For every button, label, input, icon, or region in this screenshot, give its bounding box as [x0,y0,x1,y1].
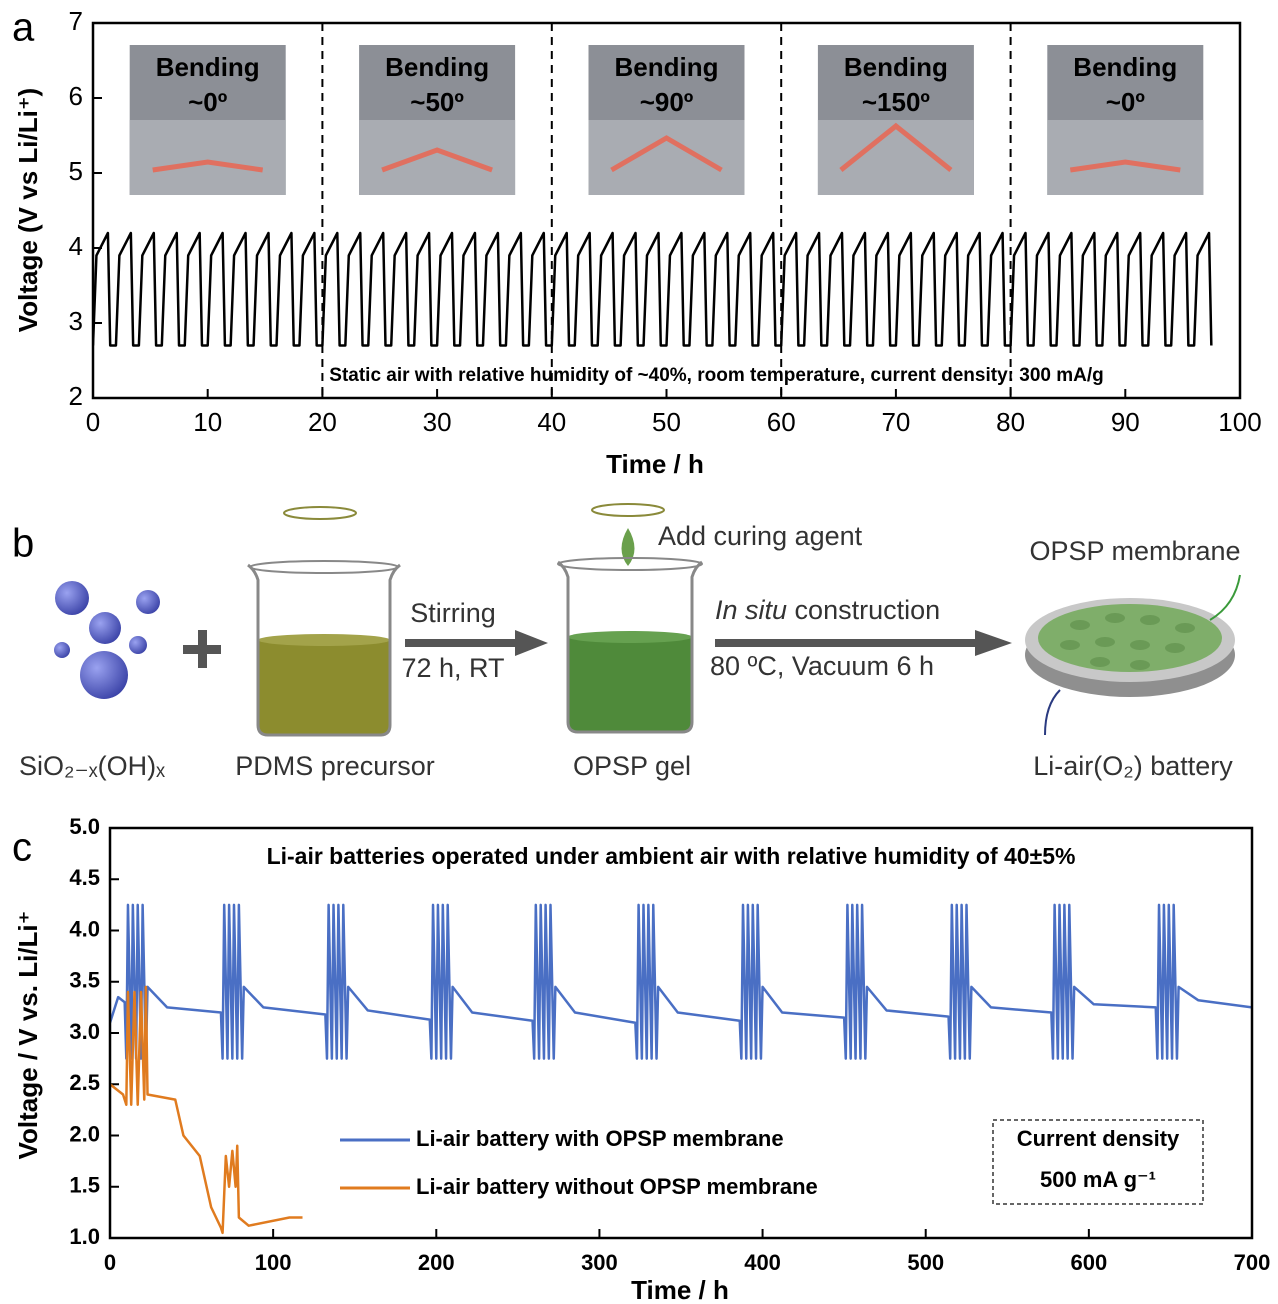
sample [610,135,723,173]
photo-shade [1047,120,1204,195]
data-line [110,903,1252,1060]
membrane-label: OPSP membrane [1029,536,1240,566]
panel-label: b [12,522,34,566]
x-tick-label: 400 [744,1250,781,1275]
y-tick-label: 2.0 [69,1121,100,1146]
plot-frame [91,21,1242,400]
beaker [557,503,703,734]
y-tick-label: 5 [69,156,83,186]
step-rest: construction [787,595,940,625]
x-tick-label: 100 [1218,407,1261,437]
x-tick-label: 70 [881,407,910,437]
inset-photo: Bending ~0º [129,45,286,195]
inset-label: ~90º [640,87,694,117]
x-tick-label: 0 [86,407,100,437]
x-tick-label: 20 [308,407,337,437]
sample [152,159,264,173]
inset-label: ~0º [188,87,228,117]
data-line [110,985,303,1235]
photo-shade [817,120,974,195]
annotation: Static air with relative humidity of ~40… [329,365,1103,386]
y-tick-label: 3.0 [69,1019,100,1044]
x-tick-label: 50 [652,407,681,437]
y-tick-label: 3 [69,306,83,336]
x-tick-label: 80 [996,407,1025,437]
inset-label: ~150º [862,87,931,117]
x-tick-label: 40 [537,407,566,437]
x-axis-label: Time / h [606,449,704,479]
note-box [992,1119,1204,1205]
panel-label: a [12,6,35,50]
sample [839,122,953,172]
inset-label: Bending [1073,52,1177,82]
diagram: SiO₂₋ₓ(OH)ₓ PDMS precursor OPSP gel Li-a… [19,503,1241,781]
data-line [93,231,1213,347]
plus-sign [183,630,221,668]
note-value: 500 mA g⁻¹ [1040,1167,1156,1192]
inset-label: Bending [156,52,260,82]
chart-title: Li-air batteries operated under ambient … [267,843,1076,869]
sample [1069,159,1181,173]
y-tick-label: 4.0 [69,916,100,941]
inset-photo: Bending ~0º [1047,45,1204,195]
y-tick-label: 6 [69,81,83,111]
photo-shade [129,120,286,195]
y-tick-label: 7 [69,6,83,36]
beaker [247,506,401,737]
sample [381,147,493,173]
step-label: 80 ºC, Vacuum 6 h [710,651,934,681]
x-tick-label: 0 [104,1250,116,1275]
photo-shade [588,120,745,195]
component-label: Li-air(O₂) battery [1033,751,1233,781]
inset-photo: Bending ~50º [359,45,516,195]
step-label: 72 h, RT [401,653,504,683]
arrow [405,630,1012,656]
x-tick-label: 90 [1111,407,1140,437]
inset-photo: Bending ~90º [588,45,745,195]
y-tick-label: 2.5 [69,1070,100,1095]
membrane [1025,574,1241,736]
plot-frame [108,826,1254,1240]
y-tick-label: 1.0 [69,1224,100,1249]
y-axis-label: Voltage (V vs Li/Li⁺) [13,88,43,332]
y-tick-label: 2 [69,381,83,411]
y-tick-label: 3.5 [69,968,100,993]
y-axis-label: Voltage / V vs. Li/Li⁺ [13,911,43,1160]
legend-label: Li-air battery without OPSP membrane [416,1174,818,1199]
legend-label: Li-air battery with OPSP membrane [416,1126,784,1151]
y-tick-label: 4 [69,231,83,261]
inset-label: Bending [385,52,489,82]
y-tick-label: 1.5 [69,1173,100,1198]
inset-label: ~0º [1106,87,1146,117]
inset-label: Bending [615,52,719,82]
x-tick-label: 60 [767,407,796,437]
x-tick-label: 300 [581,1250,618,1275]
particles [54,581,160,699]
step-label: In situ construction [715,595,940,625]
curing-label: Add curing agent [658,521,863,551]
x-axis-label: Time / h [631,1275,729,1304]
x-tick-label: 10 [193,407,222,437]
y-tick-label: 4.5 [69,865,100,890]
x-tick-label: 600 [1070,1250,1107,1275]
x-tick-label: 100 [255,1250,292,1275]
inset-label: Bending [844,52,948,82]
panel-label: c [12,826,32,870]
photo-shade [359,120,516,195]
x-tick-label: 30 [423,407,452,437]
component-label: PDMS precursor [235,751,435,781]
step-italic: In situ [715,595,787,625]
x-tick-label: 200 [418,1250,455,1275]
x-tick-label: 500 [907,1250,944,1275]
component-label: OPSP gel [573,751,691,781]
y-tick-label: 5.0 [69,814,100,839]
x-tick-label: 700 [1234,1250,1271,1275]
inset-label: ~50º [410,87,464,117]
inset-photo: Bending ~150º [817,45,974,195]
step-label: Stirring [410,598,496,628]
component-label: SiO₂₋ₓ(OH)ₓ [19,751,165,781]
note-title: Current density [1017,1126,1180,1151]
